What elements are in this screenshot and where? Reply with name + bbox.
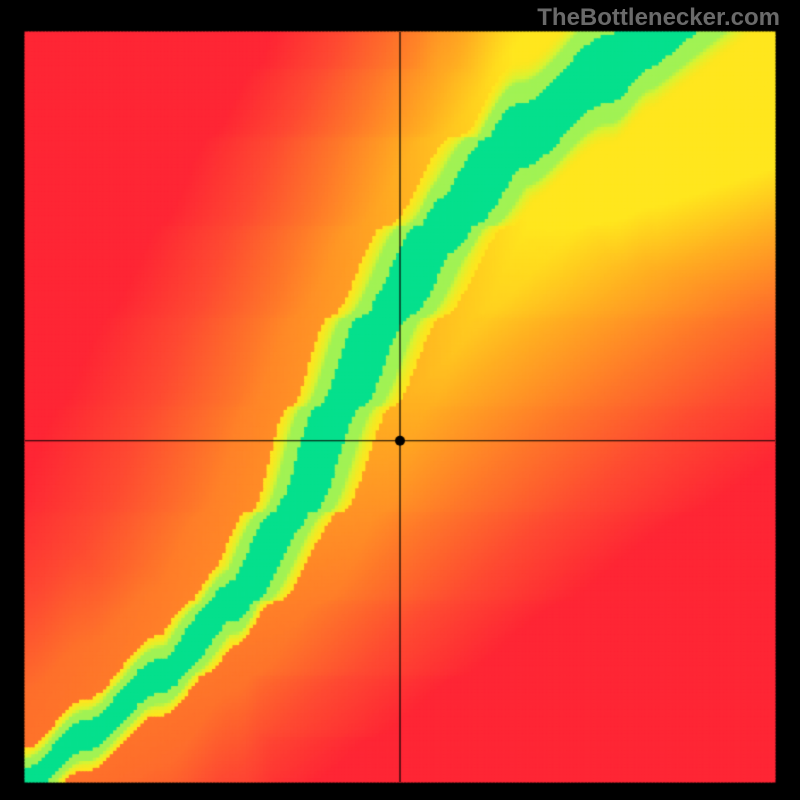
chart-container: TheBottlenecker.com [0,0,800,800]
bottleneck-heatmap [0,0,800,800]
watermark-text: TheBottlenecker.com [537,4,780,32]
